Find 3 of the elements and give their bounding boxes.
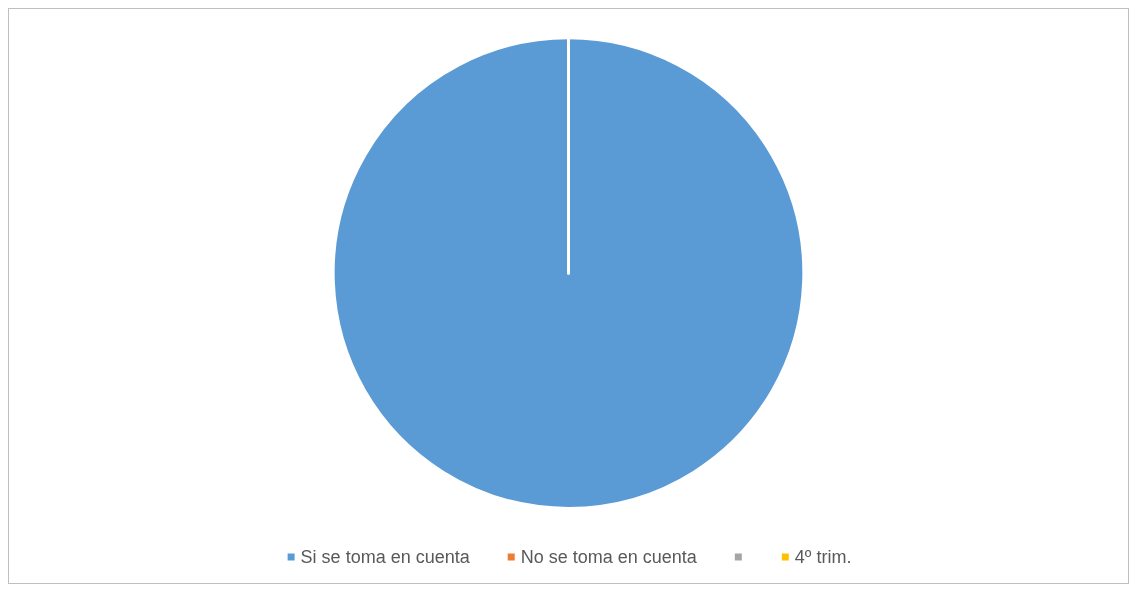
legend-label: 4º trim. <box>794 547 852 567</box>
legend-label: No se toma en cuenta <box>520 547 698 567</box>
legend-label: Si se toma en cuenta <box>300 547 471 567</box>
